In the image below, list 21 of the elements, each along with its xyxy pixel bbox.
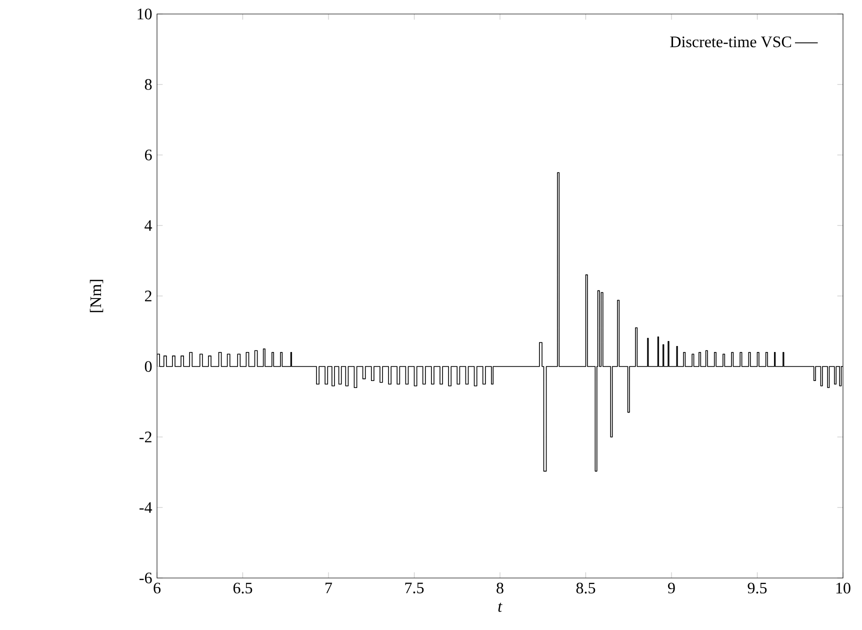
x-tick-label: 6 (154, 582, 161, 594)
y-tick-label: 8 (144, 79, 152, 90)
x-tick-label: 7 (326, 582, 332, 594)
x-tick-label: 6.5 (233, 582, 252, 594)
x-axis-title: t (498, 602, 502, 612)
y-tick-label: -4 (140, 502, 152, 513)
legend-label: Discrete-time VSC (670, 36, 792, 48)
x-tick-label: 8.5 (576, 582, 596, 594)
y-tick-label: 2 (145, 290, 152, 302)
y-tick-label: 4 (144, 220, 152, 231)
x-tick-label: 9.5 (748, 582, 767, 594)
x-tick-label: 10 (836, 582, 850, 594)
y-axis-title: [Nm] (90, 280, 104, 312)
y-tick-label: -6 (140, 572, 152, 584)
y-tick-label: 6 (144, 150, 152, 160)
y-tick-label: 10 (138, 8, 152, 20)
y-tick-label: -2 (140, 432, 152, 442)
y-tick-label: 0 (144, 361, 152, 372)
x-tick-label: 8 (496, 582, 504, 594)
x-tick-label: 7.5 (405, 582, 424, 594)
x-tick-label: 9 (668, 582, 675, 594)
